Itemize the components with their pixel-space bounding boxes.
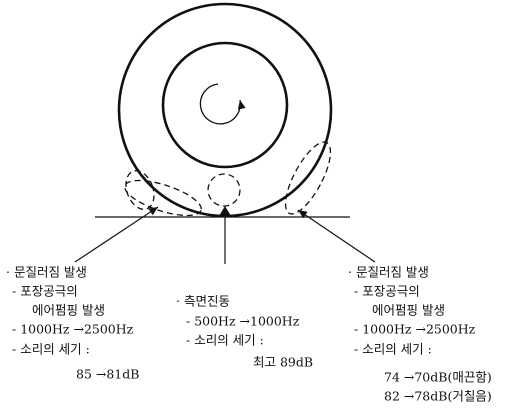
- note-line: 에어펌핑 발생: [32, 303, 105, 318]
- left-pointer: [75, 207, 158, 262]
- note-line: · 문질러짐 발생: [6, 265, 87, 280]
- note-line: 85 →81dB: [76, 367, 139, 382]
- note-line: - 포장공극의: [354, 284, 420, 299]
- contact-arrowhead: [219, 206, 231, 216]
- note-line: - 소리의 세기 :: [354, 342, 432, 357]
- note-line: - 500Hz →1000Hz: [186, 314, 300, 329]
- note-line: 최고 89dB: [253, 355, 313, 370]
- center-zone: [208, 174, 240, 206]
- note-line: 에어펌핑 발생: [372, 303, 445, 318]
- note-line: - 1000Hz →2500Hz: [12, 322, 134, 337]
- center-note: · 측면진동 - 500Hz →1000Hz - 소리의 세기 : 최고 89d…: [176, 294, 313, 370]
- note-line: - 1000Hz →2500Hz: [354, 322, 476, 337]
- right-pointer: [298, 210, 375, 262]
- note-line: - 소리의 세기 :: [12, 342, 90, 357]
- tire-outer: [119, 4, 331, 216]
- rotation-arrow: [200, 84, 240, 124]
- tire-inner: [163, 43, 287, 167]
- note-line: 74 →70dB(매끈함): [384, 370, 492, 385]
- note-line: - 소리의 세기 :: [186, 333, 264, 348]
- right-note: · 문질러짐 발생 - 포장공극의 에어펌핑 발생 - 1000Hz →2500…: [348, 265, 492, 404]
- note-line: · 문질러짐 발생: [348, 265, 429, 280]
- tire: [119, 4, 331, 216]
- tire-noise-diagram: · 문질러짐 발생 - 포장공극의 에어펌핑 발생 - 1000Hz →2500…: [0, 0, 506, 409]
- left-note: · 문질러짐 발생 - 포장공극의 에어펌핑 발생 - 1000Hz →2500…: [6, 265, 139, 382]
- note-line: · 측면진동: [176, 294, 230, 309]
- left-zone: [121, 173, 205, 222]
- note-line: 82 →78dB(거칠음): [384, 389, 492, 404]
- note-line: - 포장공극의: [12, 284, 78, 299]
